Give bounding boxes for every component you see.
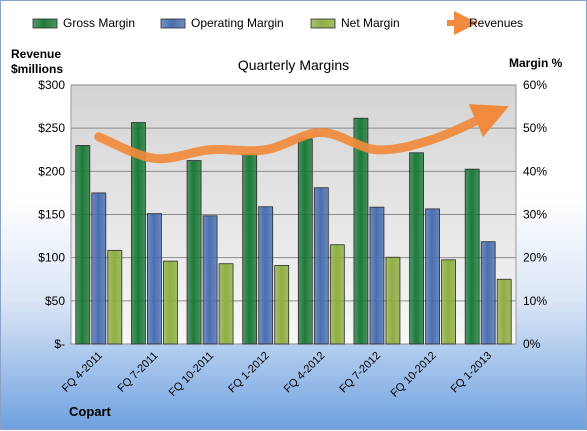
- bar-net-margin: [329, 244, 345, 345]
- bar-gross-margin: [131, 122, 146, 345]
- y-right-tick-label: 50%: [523, 121, 547, 135]
- bar-gross-margin: [464, 168, 480, 345]
- y-right-tick-label: 60%: [523, 78, 547, 92]
- y-left-axis-label: $millions: [11, 62, 63, 76]
- x-tick-label: FQ 10-2011: [167, 350, 216, 399]
- y-right-tick-label: 0%: [523, 337, 541, 351]
- bar-operating-margin: [313, 187, 329, 345]
- revenues-line: [94, 104, 509, 164]
- y-left-tick-label: $100: [38, 251, 65, 265]
- legend-swatch-operating-margin: [160, 18, 186, 29]
- bar-operating-margin: [258, 206, 274, 345]
- bar-operating-margin: [91, 192, 107, 345]
- legend-label: Gross Margin: [63, 16, 135, 30]
- legend-label: Operating Margin: [191, 16, 284, 30]
- bar-net-margin: [496, 278, 512, 345]
- bar-gross-margin: [297, 138, 313, 345]
- bar-net-margin: [441, 259, 456, 345]
- bar-gross-margin: [186, 160, 202, 345]
- bar-net-margin: [385, 256, 401, 345]
- y-right-tick-label: 40%: [523, 164, 547, 178]
- x-tick-label: FQ 10-2012: [389, 350, 439, 400]
- bar-gross-margin: [75, 145, 91, 345]
- bar-net-margin: [274, 265, 290, 345]
- y-right-tick-label: 20%: [523, 251, 547, 265]
- bar-operating-margin: [369, 206, 385, 345]
- bar-net-margin: [107, 249, 123, 345]
- x-tick-label: FQ 4-2011: [60, 350, 105, 395]
- x-tick-label: FQ 7-2012: [337, 350, 383, 396]
- bar-operating-margin: [147, 213, 162, 345]
- x-tick-label: FQ 4-2012: [282, 350, 328, 396]
- x-tick-label: FQ 7-2011: [115, 350, 160, 395]
- bar-operating-margin: [480, 241, 496, 345]
- bar-gross-margin: [353, 117, 369, 345]
- y-left-tick-label: $300: [38, 78, 65, 92]
- y-left-axis-label: Revenue: [11, 47, 61, 61]
- chart-title: Quarterly Margins: [238, 57, 349, 73]
- source-label: Copart: [69, 404, 112, 419]
- y-left-tick-label: $250: [38, 121, 65, 135]
- x-tick-label: FQ 1-2012: [226, 350, 272, 396]
- bar-net-margin: [218, 263, 234, 345]
- bar-operating-margin: [202, 215, 218, 345]
- bar-gross-margin: [409, 152, 424, 345]
- legend-swatch-net-margin: [310, 18, 336, 29]
- bar-operating-margin: [425, 208, 440, 345]
- y-left-tick-label: $-: [54, 337, 65, 351]
- bar-net-margin: [163, 260, 178, 345]
- legend-label: Revenues: [469, 16, 523, 30]
- y-left-tick-label: $150: [38, 208, 65, 222]
- y-left-tick-label: $200: [38, 164, 65, 178]
- bar-gross-margin: [242, 153, 258, 345]
- legend-swatch-gross-margin: [32, 18, 58, 29]
- x-tick-label: FQ 1-2013: [449, 350, 495, 396]
- y-right-tick-label: 30%: [523, 208, 547, 222]
- legend-label: Net Margin: [341, 16, 400, 30]
- y-right-axis-label: Margin %: [509, 56, 563, 70]
- y-right-tick-label: 10%: [523, 294, 547, 308]
- y-left-tick-label: $50: [45, 294, 65, 308]
